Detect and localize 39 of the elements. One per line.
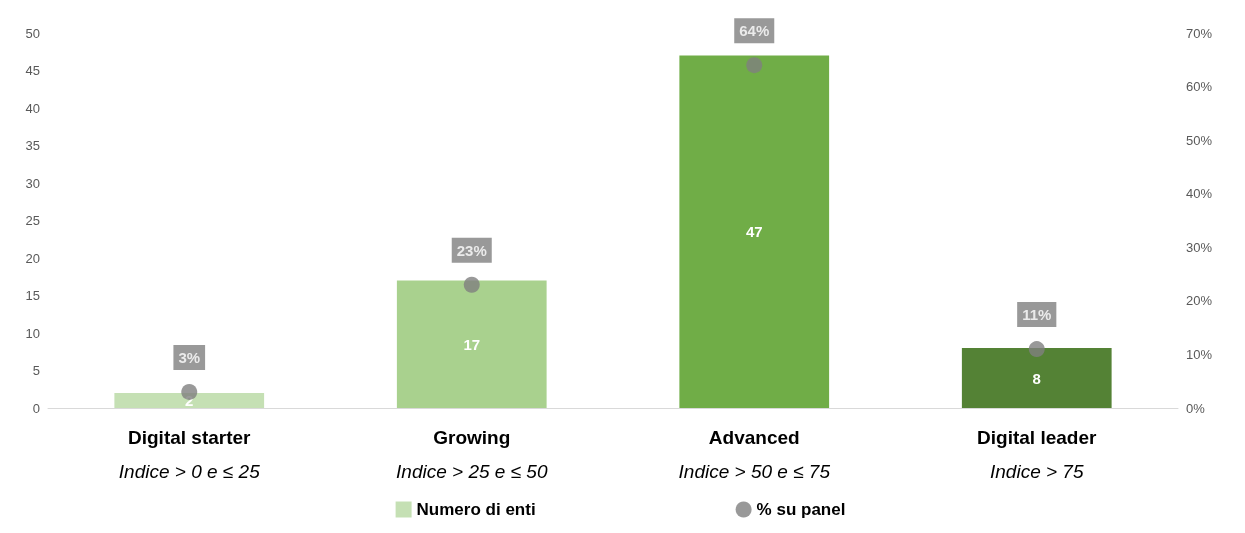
y2-tick-label: 20%: [1186, 293, 1213, 309]
y-tick-label: 30: [25, 175, 40, 191]
y-tick-label: 50: [25, 25, 40, 41]
y2-tick-label: 10%: [1186, 346, 1213, 362]
x-tick-label: Growing Indice > 25 e ≤ 50: [396, 426, 548, 482]
data-label: 23%: [456, 241, 487, 259]
point: [463, 276, 480, 293]
data-label: 64%: [739, 22, 770, 40]
y2-tick-label: 50%: [1186, 132, 1213, 148]
x-tick-label: Digital starter Indice > 0 e ≤ 25: [118, 426, 261, 482]
legend-label: % su panel: [756, 500, 846, 519]
data-label: 3%: [178, 348, 201, 366]
y-tick-label: 15: [25, 288, 40, 303]
data-label: 47: [745, 223, 763, 241]
data-label: 11%: [1022, 306, 1052, 324]
point: [1028, 341, 1045, 358]
y2-tick-label: 30%: [1186, 239, 1213, 255]
y-tick-label: 45: [25, 63, 40, 78]
point: [746, 57, 763, 74]
y-tick-label: 20: [25, 250, 40, 266]
data-label: 17: [463, 335, 481, 353]
x-tick-label: Advanced Indice > 50 e ≤ 75: [678, 426, 831, 482]
legend-label: Numero di enti: [416, 500, 536, 519]
data-label: 8: [1032, 369, 1041, 387]
y-tick-label: 10: [25, 325, 40, 341]
bar: [679, 55, 830, 408]
y2-tick-label: 70%: [1186, 25, 1213, 41]
y-tick-label: 0: [32, 400, 40, 416]
x-tick-label: Digital leader Indice > 75: [977, 426, 1098, 482]
y2-tick-label: 60%: [1186, 79, 1213, 95]
y-tick-label: 40: [25, 100, 40, 116]
bar: [961, 348, 1112, 408]
y-tick-label: 35: [25, 138, 40, 153]
y-tick-label: 5: [32, 363, 40, 378]
y2-tick-label: 0%: [1186, 400, 1206, 416]
bar: [396, 280, 547, 408]
y2-tick-label: 40%: [1186, 186, 1213, 202]
bar: [114, 393, 265, 408]
y-tick-label: 25: [25, 213, 40, 228]
